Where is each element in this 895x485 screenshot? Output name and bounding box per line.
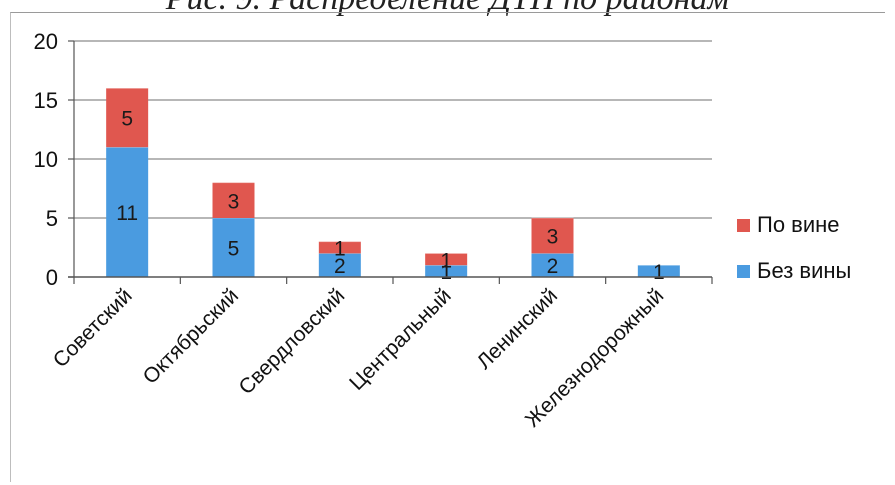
bar-segment-bez-viny (318, 253, 361, 277)
bar-segment-po-vine (106, 88, 149, 148)
legend-swatch (737, 219, 750, 232)
data-label: 2 (334, 255, 346, 278)
legend-swatch (737, 265, 750, 278)
x-tick-label: Советский (49, 284, 137, 372)
gridlines (74, 40, 712, 219)
data-label: 5 (228, 238, 240, 261)
data-label: 1 (440, 261, 452, 284)
y-tick-label: 10 (34, 147, 58, 172)
data-label: 5 (121, 108, 133, 131)
y-tick-label: 5 (46, 206, 58, 231)
x-tick-label: Октябрьский (139, 284, 243, 388)
data-label: 1 (440, 249, 452, 272)
y-tick-label: 15 (34, 88, 58, 113)
y-tick-label: 20 (34, 29, 58, 54)
data-label: 3 (228, 190, 240, 213)
legend-label: По вине (757, 212, 840, 237)
data-label: 11 (116, 202, 138, 225)
bar-segment-bez-viny (106, 147, 149, 277)
bar-segment-po-vine (318, 241, 361, 254)
data-label: 1 (653, 261, 665, 284)
x-axis-labels: Советский ОктябрьскийСвердловскийЦентраль… (49, 284, 669, 431)
x-tick-label: Свердловский (234, 284, 349, 399)
data-label: 2 (547, 255, 559, 278)
bar-segment-bez-viny (425, 265, 468, 277)
data-label: 1 (334, 238, 346, 261)
bar-segment-bez-viny (531, 253, 574, 277)
y-axis-ticks: 0 5 10 15 20 (34, 29, 75, 290)
legend: По вине Без вины (737, 212, 851, 283)
chart-frame (10, 12, 885, 482)
bar-segment-bez-viny (212, 218, 255, 277)
x-tick-label: Ленинский (473, 284, 562, 373)
x-tick-label: Центральный (345, 284, 456, 395)
bar-segment-po-vine (531, 218, 574, 254)
legend-label: Без вины (757, 258, 851, 283)
bar-segment-bez-viny (637, 265, 680, 277)
bar-segment-po-vine (212, 182, 255, 218)
data-label: 3 (547, 226, 559, 249)
y-tick-label: 0 (46, 265, 58, 290)
x-axis (68, 276, 713, 284)
bar-segment-po-vine (425, 253, 468, 266)
